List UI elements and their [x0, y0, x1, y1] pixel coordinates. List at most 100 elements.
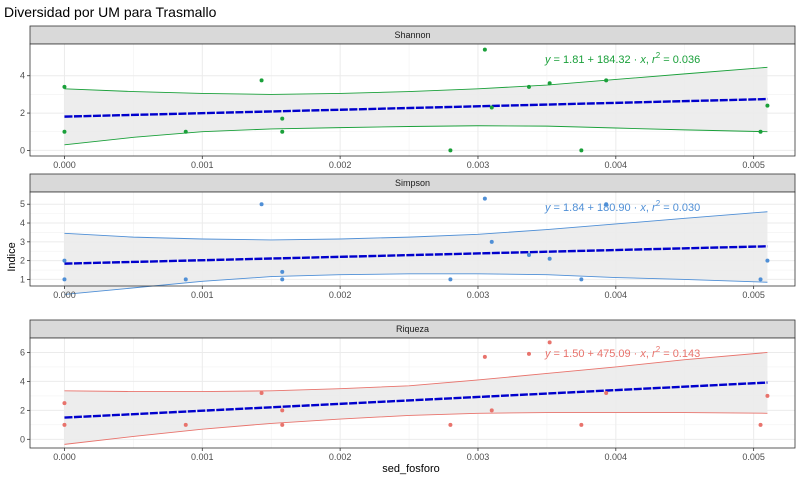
x-tick-label: 0.003: [467, 160, 490, 170]
data-point: [765, 393, 770, 398]
data-point: [62, 84, 67, 89]
y-tick-label: 4: [20, 376, 25, 386]
x-tick-label: 0.005: [742, 452, 765, 462]
data-point: [62, 401, 67, 406]
equation-part: = 1.50 + 475.09 ·: [551, 348, 641, 360]
equation-part: 2: [656, 51, 661, 60]
confidence-ribbon: [64, 67, 768, 145]
data-point: [448, 148, 453, 153]
data-point: [183, 129, 188, 134]
x-tick-label: 0.002: [329, 160, 352, 170]
equation-part: 2: [656, 345, 661, 354]
data-point: [604, 202, 609, 207]
data-point: [579, 277, 584, 282]
x-tick-label: 0.001: [191, 452, 214, 462]
y-tick-label: 4: [20, 71, 25, 81]
regression-equation-label: y = 1.81 + 184.32 · x, r2 = 0.036: [544, 51, 700, 66]
panel-border: [29, 337, 796, 449]
ci-upper-line: [64, 211, 768, 241]
y-tick-label: 1: [20, 274, 25, 284]
facet-panel-simpson: Simpson 1 2 3 4 5 0.000 0.001 0.002 0.003 0.004 0.0…: [20, 173, 796, 300]
ci-lower-line: [64, 273, 768, 295]
data-point: [259, 202, 264, 207]
y-tick-label: 2: [20, 405, 25, 415]
data-point: [489, 239, 494, 244]
data-point: [758, 129, 763, 134]
facet-panel-shannon: Shannon 0 2 4 0.000 0.001 0.002 0.003 0.004 0.005…: [20, 25, 796, 170]
data-point: [482, 47, 487, 52]
data-point: [62, 422, 67, 427]
x-axis-title: sed_fosforo: [382, 463, 439, 475]
data-point: [547, 81, 552, 86]
data-point: [183, 277, 188, 282]
equation-part: = 1.81 + 184.32 ·: [551, 54, 641, 66]
equation-part: x: [639, 202, 646, 214]
y-tick-label: 3: [20, 237, 25, 247]
x-tick-label: 0.001: [191, 290, 214, 300]
equation-part: x: [639, 348, 646, 360]
panel-border: [29, 43, 796, 157]
regression-equation-label: y = 1.50 + 475.09 · x, r2 = 0.143: [544, 345, 700, 360]
data-point: [758, 422, 763, 427]
data-point: [604, 391, 609, 395]
data-point: [259, 78, 264, 83]
y-tick-label: 2: [20, 108, 25, 118]
equation-part: r: [652, 202, 657, 214]
data-point: [579, 148, 584, 153]
ci-upper-line: [64, 66, 768, 95]
x-tick-label: 0.001: [191, 160, 214, 170]
facet-panel-riqueza: Riqueza 0 2 4 6 0.000 0.001 0.002 0.003 0.004 0.00…: [20, 319, 796, 462]
x-tick-label: 0.000: [53, 160, 76, 170]
data-point: [280, 422, 285, 427]
y-tick-label: 2: [20, 256, 25, 266]
regression-line: [64, 381, 768, 419]
data-point: [604, 78, 609, 83]
data-point: [482, 196, 487, 201]
data-point: [280, 129, 285, 134]
x-tick-label: 0.004: [605, 452, 628, 462]
data-point: [579, 422, 584, 427]
data-point: [280, 269, 285, 274]
y-axis-title: Indice: [6, 242, 18, 271]
x-tick-label: 0.000: [53, 290, 76, 300]
data-point: [482, 354, 487, 359]
data-point: [448, 422, 453, 427]
equation-part: = 0.036: [660, 54, 700, 66]
equation-part: = 0.143: [660, 348, 700, 360]
equation-part: ,: [646, 348, 652, 360]
data-point: [758, 277, 763, 282]
equation-part: x: [639, 54, 646, 66]
equation-part: ,: [646, 54, 652, 66]
data-point: [280, 408, 285, 413]
regression-equation-label: y = 1.84 + 180.90 · x, r2 = 0.030: [544, 199, 700, 214]
data-point: [448, 277, 453, 282]
equation-part: r: [652, 348, 657, 360]
x-tick-label: 0.004: [605, 290, 628, 300]
x-tick-label: 0.003: [467, 290, 490, 300]
data-point: [547, 256, 552, 261]
equation-part: y: [544, 348, 552, 360]
equation-part: y: [544, 202, 552, 214]
ci-lower-line: [64, 412, 768, 445]
data-point: [526, 252, 531, 257]
facet-strip-label: Shannon: [394, 30, 430, 40]
data-point: [765, 103, 770, 108]
panel-border: [29, 191, 796, 287]
data-point: [62, 277, 67, 282]
y-tick-label: 6: [20, 347, 25, 357]
chart-title: Diversidad por UM para Trasmallo: [4, 4, 217, 20]
confidence-ribbon: [64, 211, 768, 295]
ci-upper-line: [64, 352, 768, 393]
equation-part: = 1.84 + 180.90 ·: [551, 202, 641, 214]
x-tick-label: 0.005: [742, 160, 765, 170]
confidence-ribbon: [64, 352, 768, 445]
equation-part: ,: [646, 202, 652, 214]
facet-panels: Shannon 0 2 4 0.000 0.001 0.002 0.003 0.004 0.005…: [20, 25, 796, 462]
data-point: [489, 408, 494, 413]
data-point: [547, 340, 552, 345]
data-point: [280, 277, 285, 282]
x-tick-label: 0.004: [605, 160, 628, 170]
data-point: [62, 258, 67, 263]
data-point: [765, 258, 770, 263]
